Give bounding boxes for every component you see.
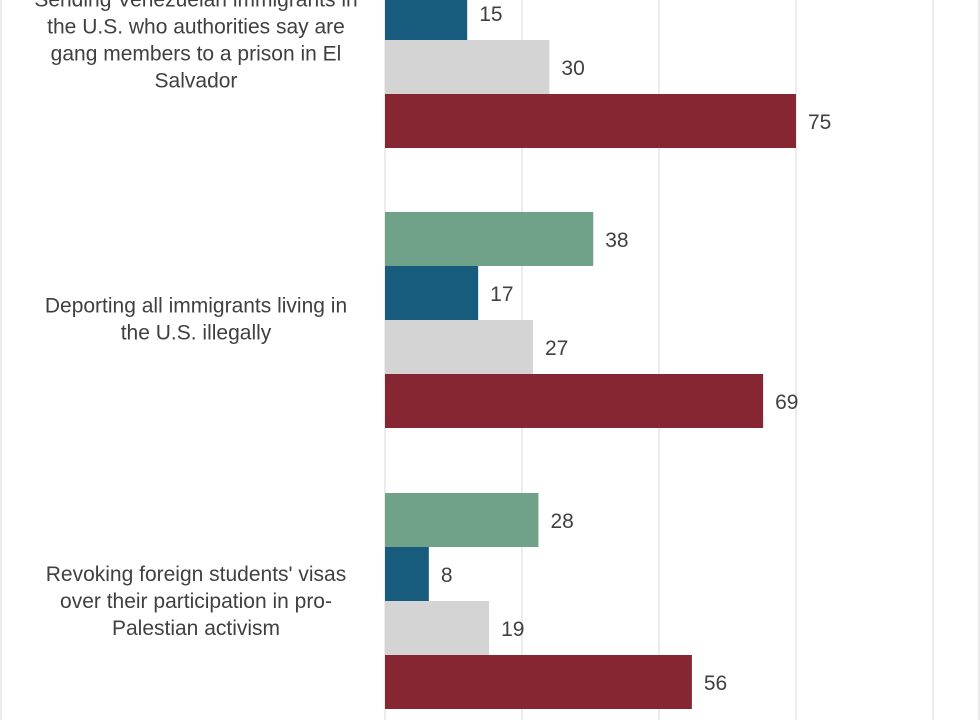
value-label-group-2-series-0: 28 (550, 510, 573, 533)
value-label-group-1-series-1: 17 (490, 283, 513, 306)
value-label-group-2-series-3: 56 (704, 672, 727, 695)
category-label-0-line-0: Sending Venezuelan immigrants in (34, 0, 357, 12)
value-labels: 38 28 15 17 8 30 27 19 75 69 56 (441, 3, 832, 695)
bar-group-2-series-3 (385, 655, 692, 709)
category-label-2-line-1: over their participation in pro- (60, 590, 332, 613)
value-label-group-2-series-1: 8 (441, 564, 453, 587)
bar-group-0-series-3 (385, 94, 796, 148)
category-label-1-line-0: Deporting all immigrants living in (45, 295, 347, 318)
bar-group-0-series-1 (385, 0, 468, 40)
bar-group-1-series-3 (385, 374, 764, 428)
bar-group-0-series-2 (385, 40, 550, 94)
category-label-1-line-1: the U.S. illegally (121, 322, 272, 345)
value-label-group-0-series-2: 30 (561, 57, 584, 80)
bar-group-1-series-1 (385, 266, 479, 320)
value-label-group-0-series-3: 75 (808, 111, 831, 134)
bar-group-2-series-0 (385, 493, 539, 547)
value-label-group-1-series-0: 38 (605, 229, 628, 252)
value-label-group-2-series-2: 19 (501, 618, 524, 641)
category-labels: Sending Venezuelan immigrants in the U.S.… (34, 0, 357, 640)
category-label-0-line-3: Salvador (155, 70, 238, 93)
category-label-2-line-0: Revoking foreign students' visas (46, 563, 347, 586)
bar-group-2-series-2 (385, 601, 490, 655)
value-label-group-1-series-3: 69 (775, 391, 798, 414)
category-label-2-line-2: Palestian activism (112, 617, 280, 640)
value-label-group-0-series-1: 15 (479, 3, 502, 26)
bar-group-2-series-1 (385, 547, 429, 601)
bars (385, 0, 796, 709)
bar-group-1-series-0 (385, 212, 594, 266)
value-label-group-1-series-2: 27 (545, 337, 568, 360)
category-label-0-line-2: gang members to a prison in El (51, 43, 342, 66)
bar-group-1-series-2 (385, 320, 533, 374)
category-label-0-line-1: the U.S. who authorities say are (47, 16, 345, 39)
